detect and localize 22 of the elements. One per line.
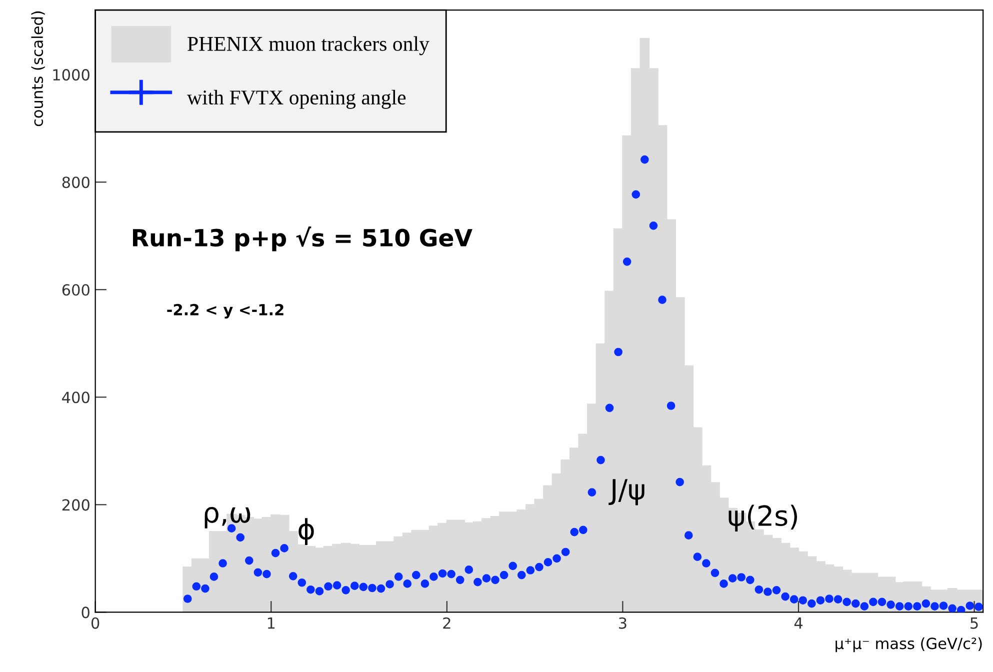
y-tick-label: 600 [62, 284, 90, 296]
annotation: Run-13 p+p √s = 510 GeV [133, 226, 472, 252]
y-tick-label: 400 [62, 392, 90, 404]
annotation: -2.2 < y <-1.2 [167, 304, 284, 319]
annotation: J/ψ [608, 479, 644, 506]
legend-label: with FVTX opening angle [187, 90, 406, 109]
x-tick-label: 2 [443, 617, 450, 629]
y-axis-title: counts (scaled) [31, 11, 45, 126]
annotation: ψ(2s) [728, 504, 798, 532]
x-tick-label: 5 [970, 618, 978, 629]
y-tick-label: 0 [82, 606, 90, 618]
legend-label: PHENIX muon trackers only [188, 36, 430, 56]
annotation: ρ,ω [204, 506, 250, 528]
x-tick-label: 1 [268, 618, 275, 629]
annotation: ϕ [298, 518, 314, 545]
x-tick-label: 3 [619, 617, 626, 629]
y-tick-label: 1000 [53, 69, 90, 81]
y-tick-label: 800 [62, 176, 90, 188]
x-tick-label: 0 [91, 617, 100, 629]
x-axis-title: μ⁺μ⁻ mass (GeV/c²) [836, 637, 982, 652]
y-tick-label: 200 [62, 499, 90, 511]
x-tick-label: 4 [794, 618, 802, 629]
